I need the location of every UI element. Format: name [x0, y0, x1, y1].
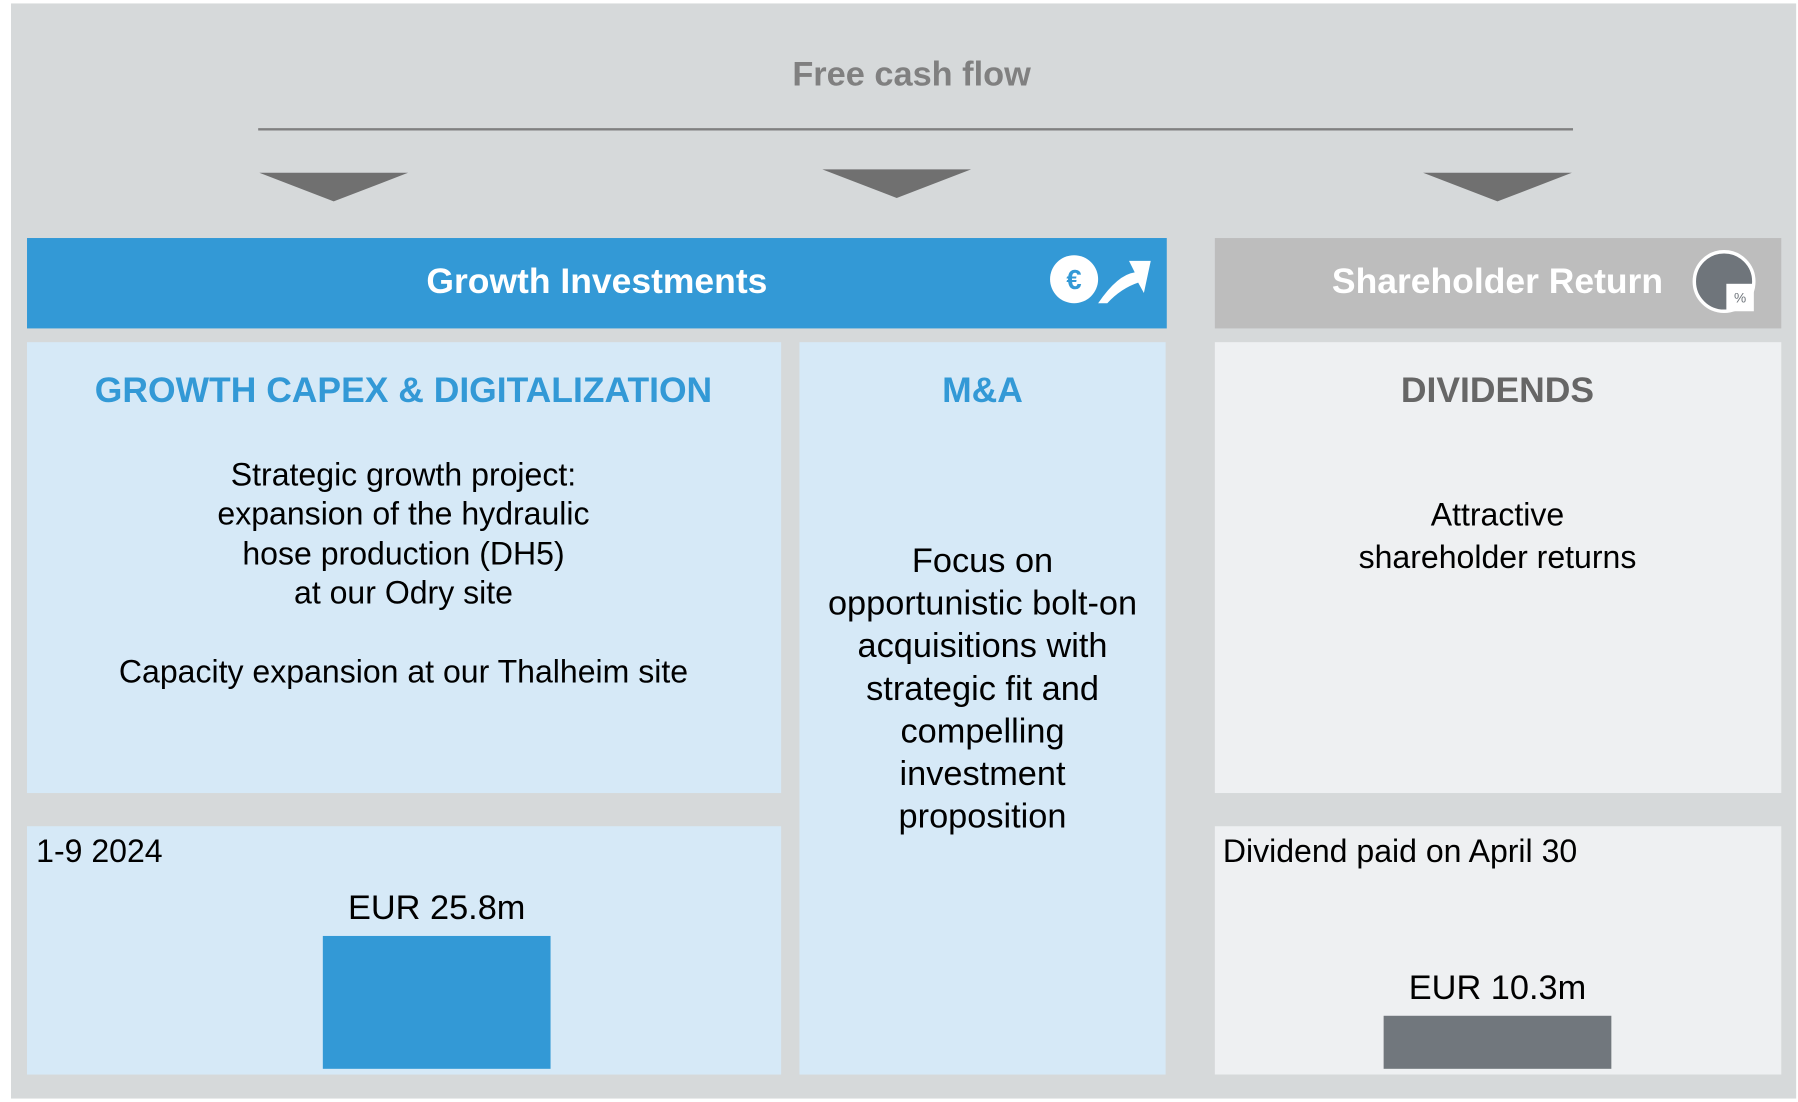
section-header	[27, 238, 1167, 329]
box-title: M&A	[942, 370, 1023, 410]
icon-text: %	[1734, 290, 1746, 305]
box-text: compelling	[900, 713, 1064, 751]
box-text: strategic fit and	[866, 670, 1099, 708]
box-text: proposition	[899, 797, 1067, 835]
value-label: EUR 25.8m	[348, 889, 525, 927]
box-text: Strategic growth project:	[231, 457, 576, 493]
icon	[1098, 260, 1151, 304]
box	[27, 342, 782, 794]
section-title: Shareholder Return	[1332, 261, 1663, 301]
arrow	[1423, 172, 1572, 202]
section-title: Growth Investments	[426, 261, 767, 301]
box-text: hose production (DH5)	[242, 536, 564, 572]
box-text: shareholder returns	[1359, 539, 1637, 575]
section-header	[1214, 238, 1782, 329]
box-text: Attractive	[1431, 497, 1565, 533]
box-text: Focus on	[912, 542, 1053, 580]
arrow	[822, 169, 972, 198]
icon-text: €	[1066, 264, 1081, 295]
box	[799, 342, 1166, 1075]
box-text: opportunistic bolt-on	[828, 584, 1137, 622]
bar	[322, 935, 551, 1069]
box	[1214, 342, 1782, 794]
bar	[1383, 1015, 1612, 1069]
arrow	[259, 172, 409, 202]
box-title: DIVIDENDS	[1401, 370, 1594, 410]
box-text: expansion of the hydraulic	[217, 496, 589, 532]
icon	[1050, 255, 1099, 304]
value-label: EUR 10.3m	[1409, 969, 1586, 1007]
box-text: Capacity expansion at our Thalheim site	[119, 653, 688, 689]
figure-caption: 1-9 2024	[36, 833, 162, 869]
box-text: acquisitions with	[858, 627, 1108, 665]
icon	[1726, 283, 1754, 312]
box-title: GROWTH CAPEX & DIGITALIZATION	[95, 370, 712, 410]
figure-caption: Dividend paid on April 30	[1223, 833, 1577, 869]
title: Free cash flow	[792, 56, 1031, 94]
box-text: at our Odry site	[294, 575, 513, 611]
box-text: investment	[900, 755, 1066, 793]
